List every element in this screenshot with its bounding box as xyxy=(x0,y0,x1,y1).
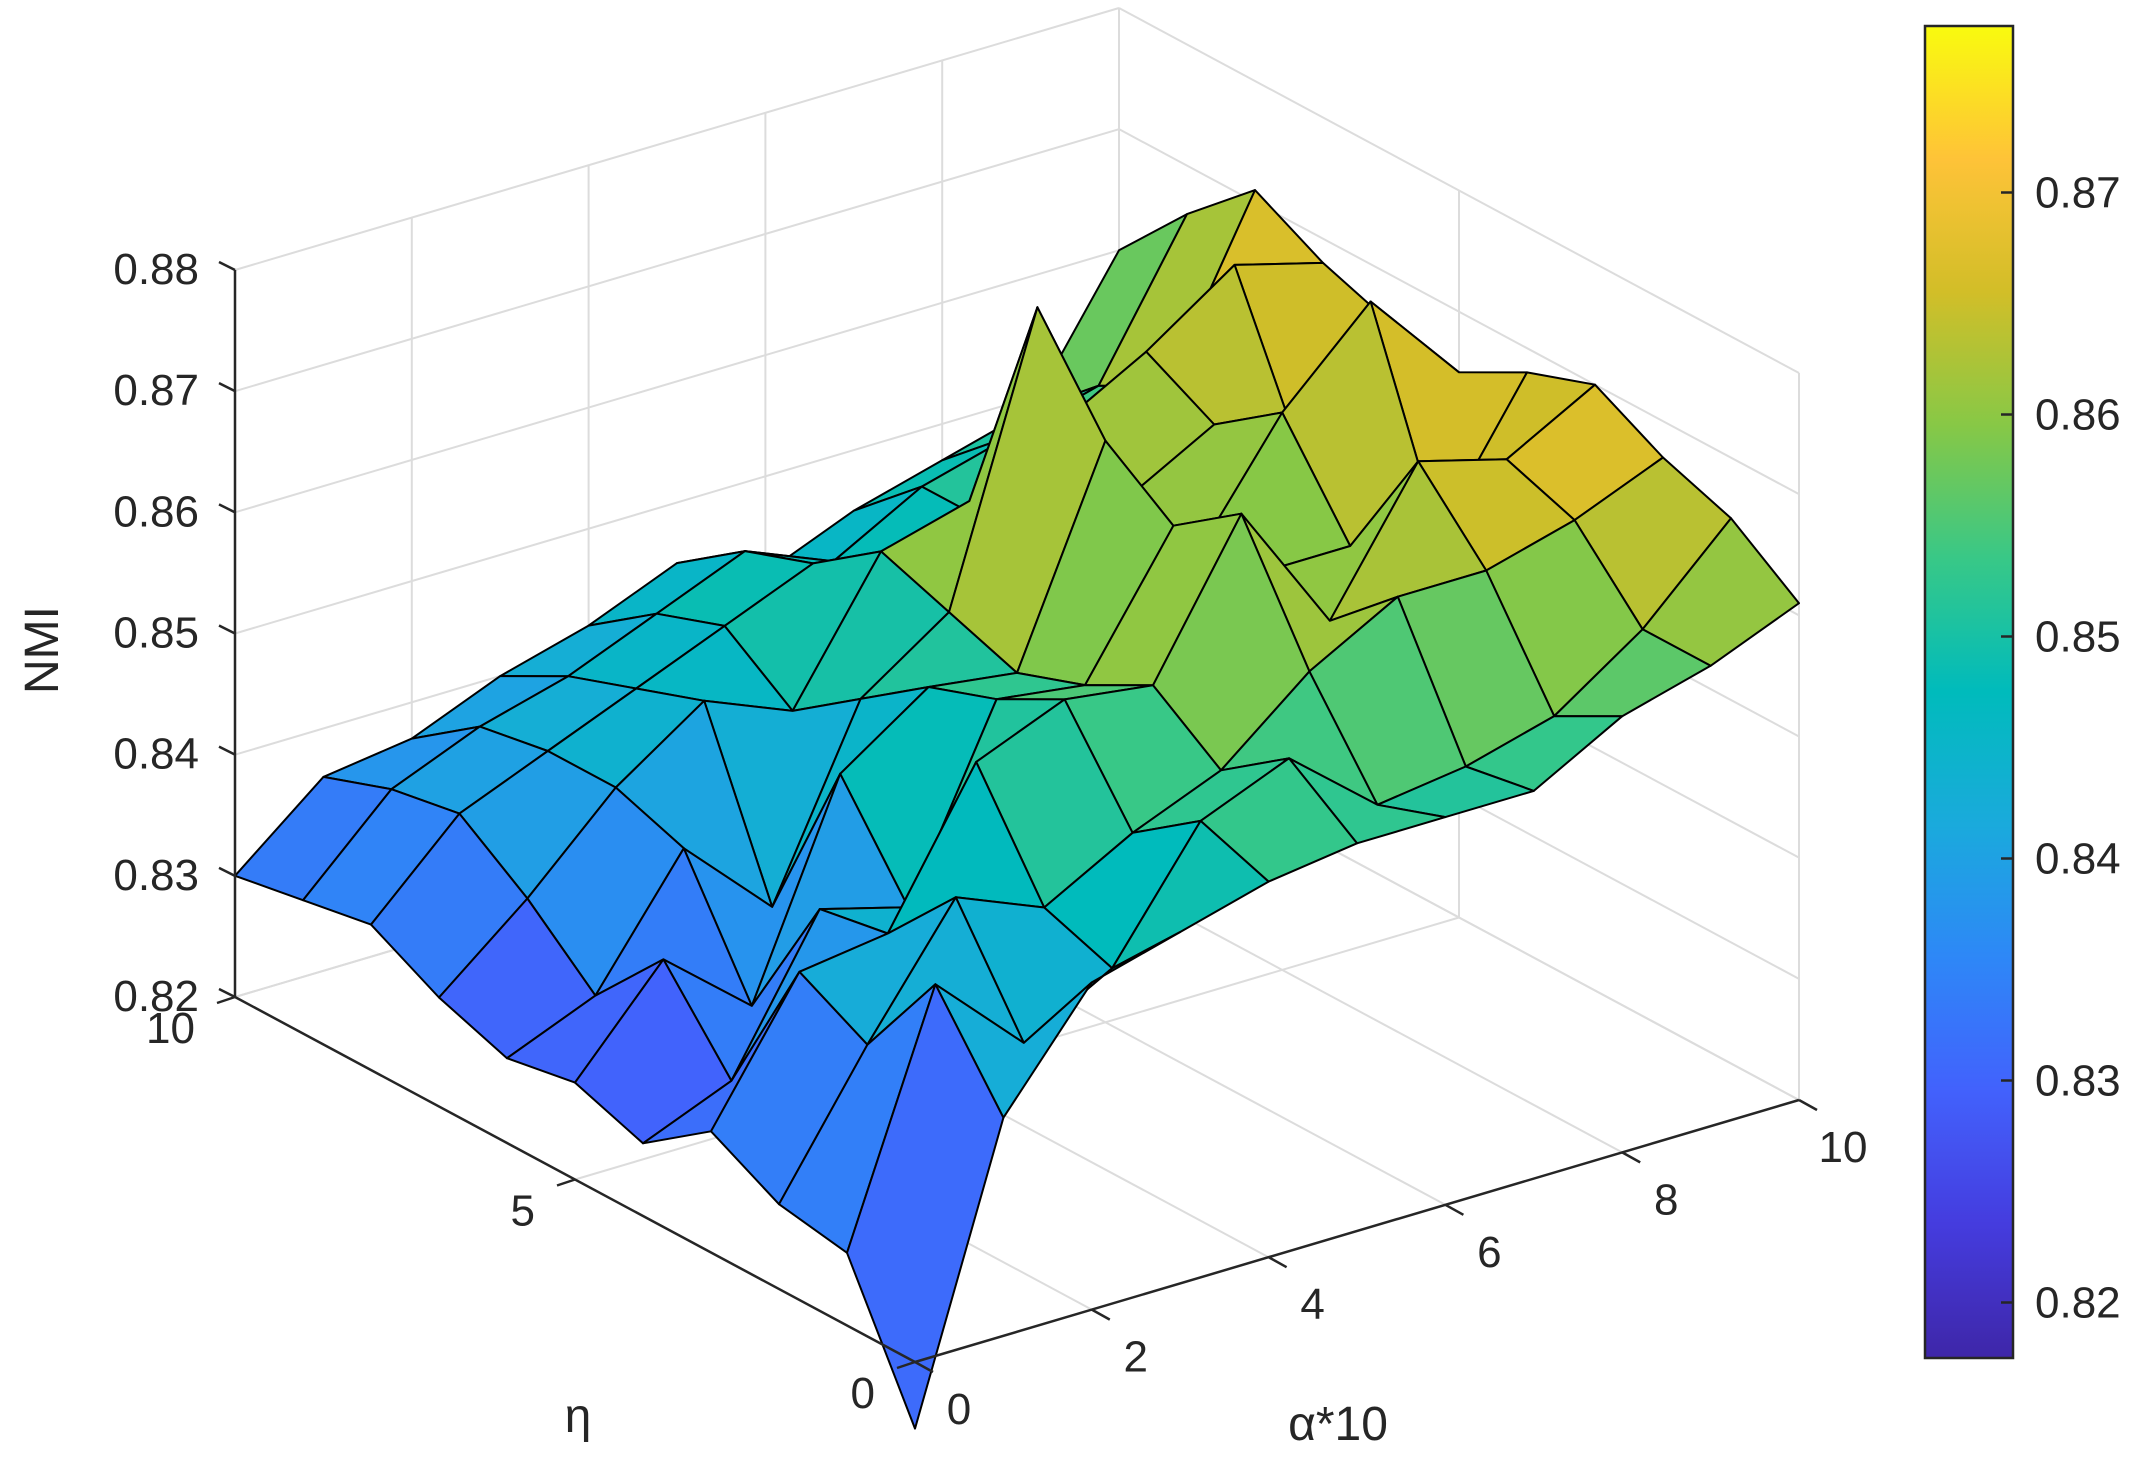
surface-patch-0-0 xyxy=(846,983,1005,1430)
y-axis-title: η xyxy=(565,1390,592,1443)
x-tick-label-1: 2 xyxy=(1124,1333,1148,1382)
x-tick-0 xyxy=(914,1360,934,1374)
z-tick-3 xyxy=(218,624,236,635)
colorbar-tick-label-3: 0.85 xyxy=(2035,613,2121,662)
gridline-back-z-6 xyxy=(234,7,1120,271)
colorbar-tick-label-2: 0.84 xyxy=(2035,835,2121,884)
colorbar-tick-label-4: 0.86 xyxy=(2035,391,2121,440)
x-axis-line xyxy=(914,1098,1800,1364)
axis-layer: 0.82 0.83 0.84 0.85 0.86 0.87 0.88 0 5 10 0 2 4 6 8 10 xyxy=(113,245,1867,1434)
gridline-back-z-5 xyxy=(234,128,1120,393)
z-tick-0 xyxy=(218,987,236,999)
z-tick-label-1: 0.83 xyxy=(113,851,199,900)
z-tick-label-4: 0.86 xyxy=(113,487,199,536)
x-tick-1 xyxy=(1091,1308,1111,1321)
x-tick-3 xyxy=(1444,1203,1465,1216)
y-tick-label-2: 10 xyxy=(146,1004,195,1053)
x-axis-title: α*10 xyxy=(1288,1398,1388,1451)
z-tick-label-6: 0.88 xyxy=(113,245,199,294)
y-tick-label-1: 5 xyxy=(511,1187,535,1236)
z-tick-6 xyxy=(218,260,236,272)
gridline-back-z-3 xyxy=(234,370,1120,635)
z-axis-title: NMI xyxy=(16,606,69,694)
x-tick-label-0: 0 xyxy=(947,1385,971,1434)
y-tick-label-0: 0 xyxy=(851,1369,875,1418)
surface-layer xyxy=(234,189,1800,1430)
y-tick-2 xyxy=(216,995,236,1005)
z-tick-label-3: 0.85 xyxy=(113,609,199,658)
x-tick-label-3: 6 xyxy=(1477,1228,1501,1277)
x-tick-2 xyxy=(1267,1256,1288,1269)
x-tick-5 xyxy=(1798,1098,1818,1112)
gridline-back-z-4 xyxy=(234,249,1120,514)
x-tick-4 xyxy=(1621,1151,1641,1164)
colorbar-tick-label-5: 0.87 xyxy=(2035,169,2121,218)
z-tick-label-0: 0.82 xyxy=(113,972,199,1021)
colorbar-tick-label-0: 0.82 xyxy=(2035,1279,2121,1328)
colorbar-tick-label-1: 0.83 xyxy=(2035,1057,2121,1106)
x-tick-label-2: 4 xyxy=(1300,1280,1324,1329)
y-tick-1 xyxy=(556,1178,576,1187)
x-tick-label-5: 10 xyxy=(1819,1123,1868,1172)
z-tick-5 xyxy=(218,382,236,393)
z-tick-1 xyxy=(218,866,236,877)
x-tick-label-4: 8 xyxy=(1654,1175,1678,1224)
z-tick-label-2: 0.84 xyxy=(113,730,199,779)
z-tick-label-5: 0.87 xyxy=(113,366,199,415)
colorbar-gradient xyxy=(1923,24,2015,1360)
y-tick-0 xyxy=(896,1360,916,1370)
colorbar: 0.82 0.83 0.84 0.85 0.86 0.87 xyxy=(1923,24,2121,1360)
z-tick-2 xyxy=(218,745,236,756)
z-tick-4 xyxy=(218,503,236,514)
